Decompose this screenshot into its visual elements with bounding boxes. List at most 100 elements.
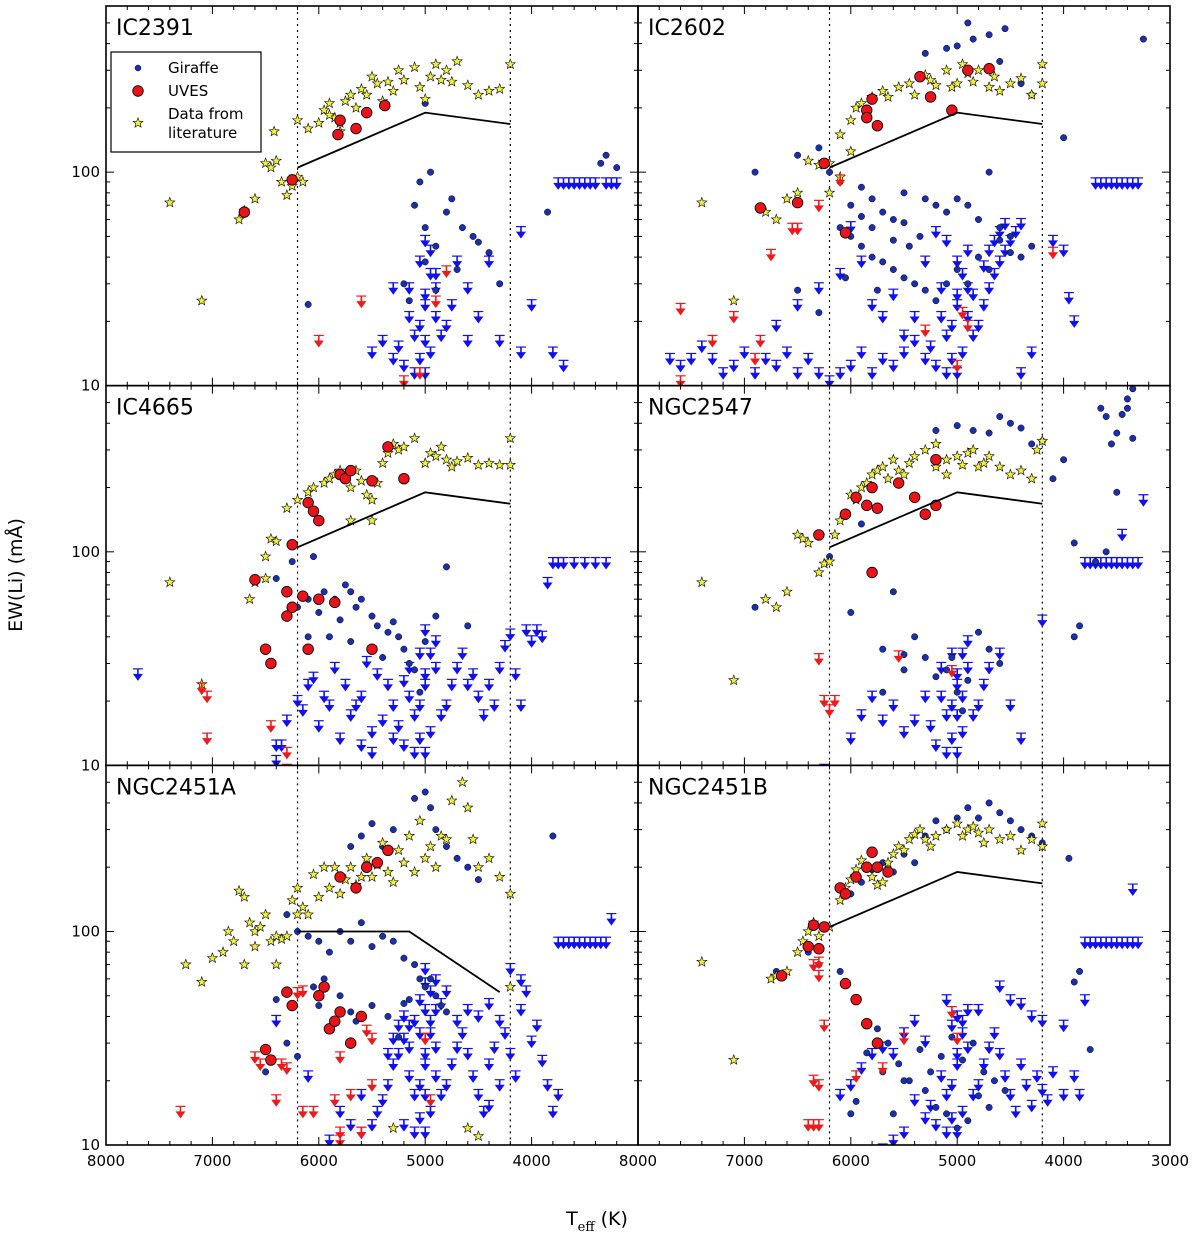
giraffe-point bbox=[996, 809, 1004, 817]
literature-point bbox=[882, 90, 894, 102]
uves-point bbox=[866, 481, 878, 494]
giraffe-point bbox=[948, 654, 956, 661]
giraffe-upper-limit bbox=[1016, 367, 1027, 380]
giraffe-upper-limit bbox=[308, 671, 319, 685]
literature-point bbox=[472, 458, 485, 470]
limit-arrow-head bbox=[728, 316, 739, 324]
limit-arrow-head bbox=[255, 1064, 266, 1072]
literature-point bbox=[318, 861, 330, 873]
limit-arrow-head bbox=[292, 700, 303, 708]
limit-arrow-head bbox=[462, 1053, 473, 1061]
limit-arrow-head bbox=[856, 352, 867, 360]
panel-title: NGC2451B bbox=[648, 775, 768, 800]
giraffe-upper-limit bbox=[297, 704, 308, 717]
giraffe-point bbox=[320, 588, 328, 596]
literature-point bbox=[446, 75, 458, 87]
limit-arrow-head bbox=[845, 1084, 856, 1092]
giraffe-upper-limit bbox=[462, 1003, 473, 1017]
limit-arrow-head bbox=[957, 653, 968, 661]
giraffe-point bbox=[932, 427, 940, 434]
limit-arrow-head bbox=[436, 335, 447, 343]
giraffe-point bbox=[884, 1039, 892, 1047]
limit-arrow-head bbox=[760, 358, 771, 366]
giraffe-point bbox=[288, 558, 296, 566]
uves-point bbox=[286, 999, 298, 1012]
giraffe-point bbox=[294, 1052, 301, 1060]
giraffe-upper-limit bbox=[441, 985, 452, 998]
giraffe-point bbox=[927, 1068, 935, 1076]
giraffe-upper-limit bbox=[909, 1014, 920, 1028]
limit-arrow-head bbox=[973, 325, 984, 333]
giraffe-upper-limit bbox=[319, 690, 330, 704]
uves-upper-limit bbox=[441, 265, 452, 278]
limit-arrow-head bbox=[888, 705, 899, 713]
limit-arrow-head bbox=[856, 714, 867, 722]
giraffe-point bbox=[325, 948, 333, 956]
limit-arrow-head bbox=[1000, 223, 1011, 231]
limit-arrow-head bbox=[920, 1041, 931, 1049]
giraffe-point bbox=[427, 975, 434, 983]
giraffe-upper-limit bbox=[468, 668, 479, 681]
uves-upper-limit bbox=[851, 1070, 862, 1083]
literature-point bbox=[446, 794, 458, 806]
limit-arrow-head bbox=[978, 304, 989, 312]
uves-upper-limit bbox=[946, 1006, 957, 1019]
giraffe-upper-limit bbox=[420, 288, 431, 302]
x-axis-label-sub: eff bbox=[578, 1220, 597, 1235]
giraffe-upper-limit bbox=[978, 1058, 989, 1072]
limit-arrow-head bbox=[468, 1075, 479, 1083]
legend-literature-marker bbox=[132, 116, 144, 128]
literature-point bbox=[951, 77, 963, 89]
literature-point bbox=[898, 844, 910, 856]
giraffe-point bbox=[996, 236, 1004, 244]
giraffe-point bbox=[347, 937, 355, 945]
limit-arrow-head bbox=[813, 372, 824, 380]
giraffe-upper-limit bbox=[909, 714, 920, 728]
limit-arrow-head bbox=[425, 352, 436, 360]
giraffe-point bbox=[368, 820, 376, 828]
giraffe-upper-limit bbox=[484, 997, 495, 1011]
limit-arrow-head bbox=[946, 670, 957, 678]
limit-arrow-head bbox=[952, 304, 963, 312]
giraffe-point bbox=[389, 937, 397, 945]
limit-arrow-head bbox=[361, 661, 372, 669]
literature-point bbox=[461, 1122, 474, 1134]
limit-arrow-head bbox=[1042, 1099, 1053, 1107]
limit-arrow-head bbox=[388, 1038, 399, 1046]
x-tick-label: 8000 bbox=[619, 1152, 657, 1170]
giraffe-point bbox=[975, 1092, 982, 1100]
giraffe-point bbox=[1070, 978, 1078, 986]
literature-point bbox=[366, 493, 378, 505]
limit-arrow-head bbox=[984, 667, 995, 675]
giraffe-upper-limit bbox=[382, 1047, 393, 1061]
literature-point bbox=[956, 58, 969, 70]
literature-point bbox=[472, 861, 485, 873]
giraffe-upper-limit bbox=[909, 1094, 920, 1107]
limit-arrow-head bbox=[962, 1047, 973, 1055]
giraffe-point bbox=[427, 804, 434, 812]
giraffe-point bbox=[432, 826, 440, 834]
uves-upper-limit bbox=[297, 1105, 308, 1119]
limit-arrow-head bbox=[414, 1117, 425, 1125]
limit-arrow-head bbox=[473, 1094, 484, 1102]
limit-arrow-head bbox=[388, 1064, 399, 1072]
legend-uves-label: UVES bbox=[168, 82, 208, 100]
giraffe-upper-limit bbox=[388, 1058, 399, 1072]
giraffe-upper-limit bbox=[377, 1094, 388, 1107]
limit-arrow-head bbox=[297, 990, 308, 998]
limit-arrow-head bbox=[978, 1064, 989, 1072]
uves-point bbox=[339, 473, 352, 485]
uves-point bbox=[775, 970, 788, 982]
limit-arrow-head bbox=[297, 1111, 308, 1119]
literature-point bbox=[376, 457, 389, 469]
giraffe-point bbox=[943, 44, 951, 52]
limit-arrow-head bbox=[813, 205, 824, 213]
giraffe-point bbox=[1070, 539, 1078, 547]
giraffe-upper-limit bbox=[367, 1119, 377, 1132]
uves-upper-limit bbox=[430, 295, 441, 309]
giraffe-upper-limit bbox=[473, 1088, 484, 1102]
literature-point bbox=[222, 925, 235, 937]
giraffe-upper-limit bbox=[351, 699, 362, 713]
limit-arrow-head bbox=[968, 294, 979, 302]
giraffe-point bbox=[905, 1077, 913, 1085]
